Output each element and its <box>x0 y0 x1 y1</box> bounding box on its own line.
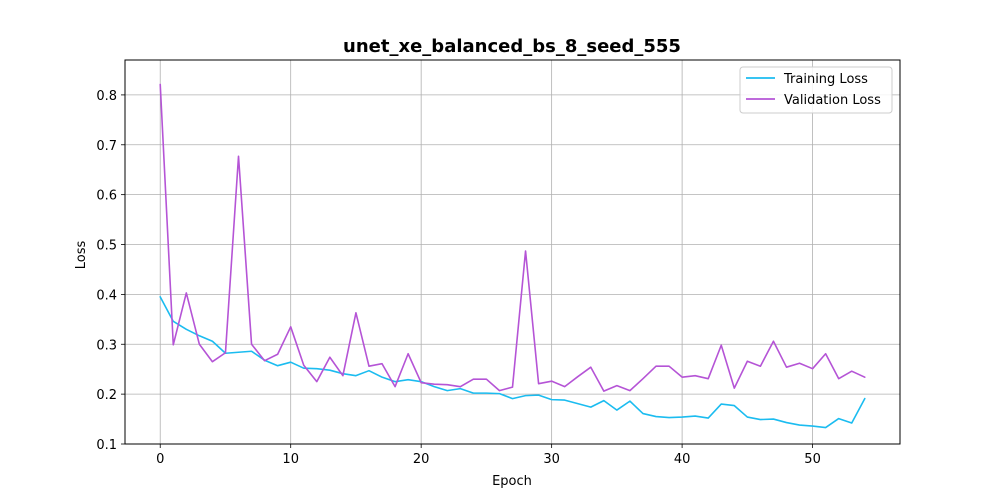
x-tick-label: 30 <box>543 452 560 467</box>
chart-title: unet_xe_balanced_bs_8_seed_555 <box>343 36 681 57</box>
y-tick-label: 0.5 <box>96 239 117 254</box>
x-tick-label: 0 <box>156 452 164 467</box>
legend-label-validation: Validation Loss <box>784 93 881 108</box>
x-tick-label: 50 <box>804 452 821 467</box>
y-axis-label: Loss <box>74 241 89 270</box>
plot-frame <box>124 59 901 445</box>
x-tick-label: 40 <box>674 452 691 467</box>
validation-loss-line <box>159 83 866 392</box>
y-tick-label: 0.1 <box>96 438 117 453</box>
y-tick-label: 0.6 <box>96 189 117 204</box>
y-tick-label: 0.7 <box>96 139 117 154</box>
x-axis-label: Epoch <box>492 474 532 489</box>
legend: Training Loss Validation Loss <box>739 66 893 114</box>
x-tick-label: 20 <box>413 452 430 467</box>
x-tick-label: 10 <box>282 452 299 467</box>
y-tick-label: 0.8 <box>96 89 117 104</box>
legend-label-training: Training Loss <box>783 72 868 87</box>
y-tick-label: 0.3 <box>96 338 117 353</box>
y-tick-label: 0.4 <box>96 288 117 303</box>
training-loss-line <box>159 296 866 429</box>
series-lines <box>159 83 866 429</box>
y-tick-label: 0.2 <box>96 388 117 403</box>
legend-box <box>739 66 893 114</box>
axis-ticks: 0 10 20 30 40 50 0.1 0.2 0.3 0.4 0.5 0.6 0.7 0.8 <box>96 89 821 467</box>
